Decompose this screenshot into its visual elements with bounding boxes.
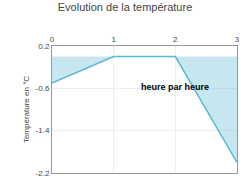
svg-text:-2.2: -2.2 [36,169,50,178]
svg-text:0.2: 0.2 [38,42,50,51]
svg-text:Evolution de la température: Evolution de la température [58,1,193,13]
svg-text:-0.6: -0.6 [36,84,50,93]
svg-text:0: 0 [50,35,55,44]
svg-text:3: 3 [235,35,240,44]
svg-text:Température en °C: Température en °C [22,76,31,143]
svg-text:2: 2 [173,35,178,44]
svg-text:heure par heure: heure par heure [141,82,209,92]
svg-text:-1.4: -1.4 [36,126,50,135]
svg-text:1: 1 [111,35,116,44]
